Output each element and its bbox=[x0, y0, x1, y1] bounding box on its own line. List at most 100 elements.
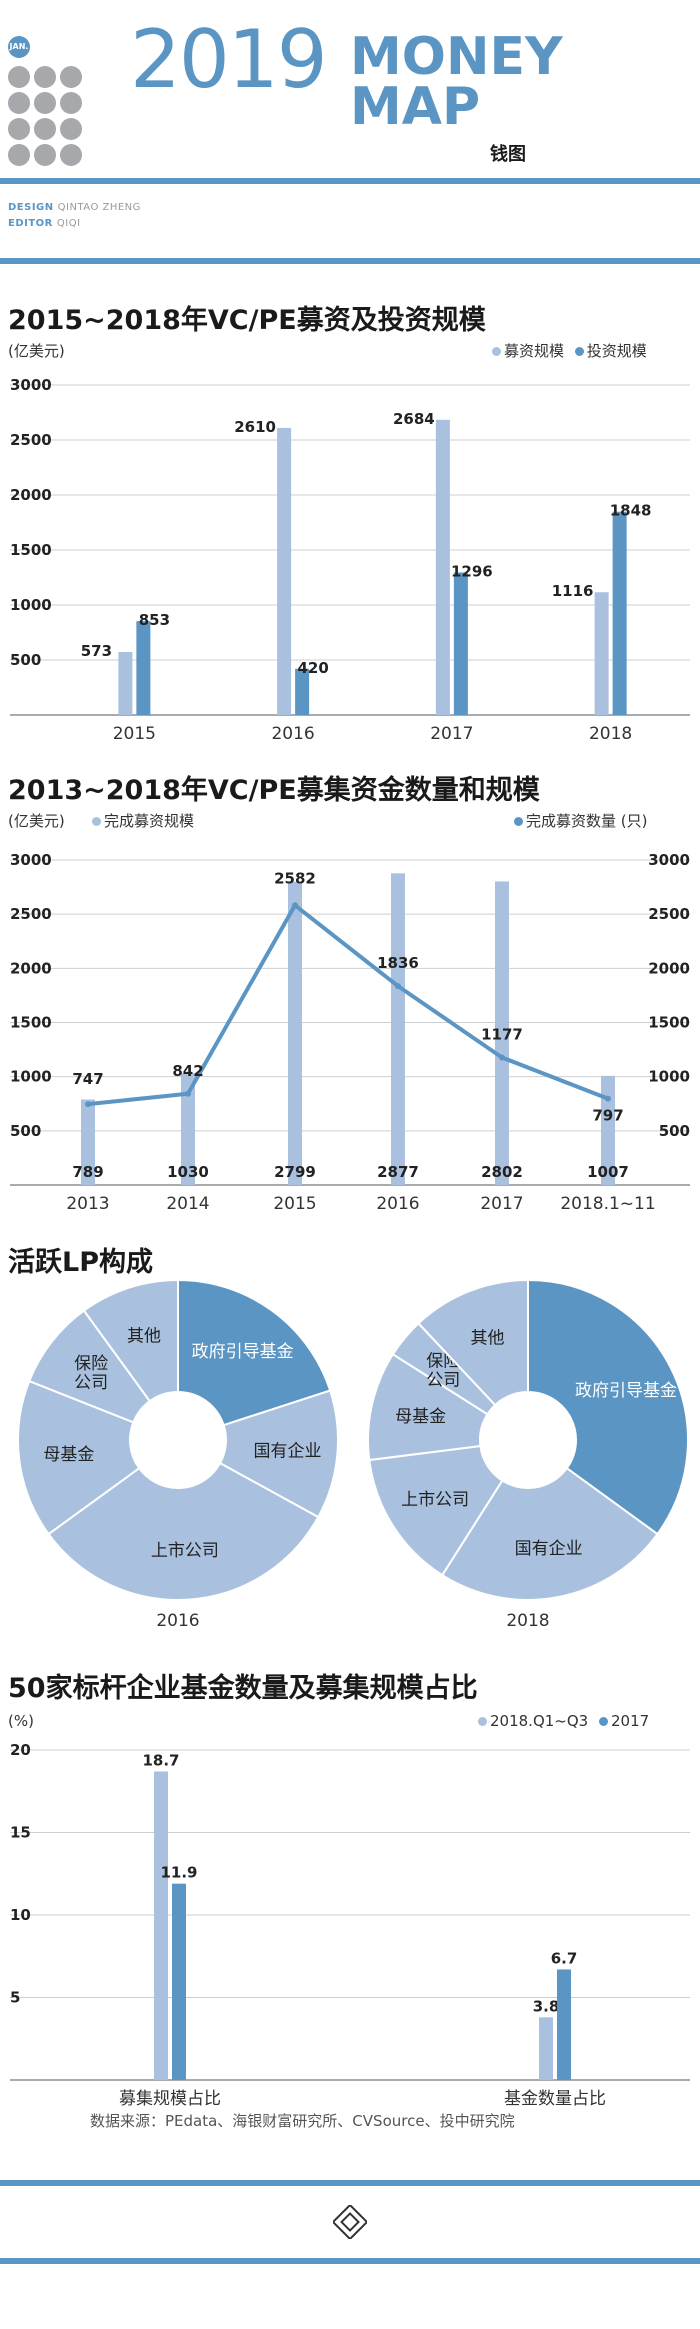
line-value-label: 2582 bbox=[274, 869, 316, 887]
donut-slice bbox=[218, 1389, 339, 1519]
line-point bbox=[605, 1095, 611, 1102]
donut-slice bbox=[47, 1461, 320, 1601]
design-label: DESIGN bbox=[8, 202, 54, 213]
bar-investment bbox=[295, 668, 310, 715]
y2-tick-label: 3000 bbox=[648, 851, 690, 869]
legend-label-2017: 2017 bbox=[611, 1712, 650, 1730]
chart2-unit: (亿美元) bbox=[8, 812, 65, 830]
chart4-title: 50家标杆企业基金数量及募集规模占比 bbox=[8, 1673, 478, 1704]
donut-year-label: 2016 bbox=[156, 1611, 199, 1631]
line-value-label: 1836 bbox=[377, 954, 419, 972]
line-value-label: 1177 bbox=[481, 1025, 523, 1043]
slice-label: 上市公司 bbox=[151, 1541, 219, 1561]
data-label: 1296 bbox=[451, 562, 493, 580]
y-tick-label: 500 bbox=[10, 651, 41, 669]
bar-value-label: 2799 bbox=[274, 1163, 316, 1181]
legend-swatch-dark bbox=[574, 347, 584, 356]
legend-swatch-light bbox=[478, 1717, 487, 1726]
x-tick-label: 2016 bbox=[376, 1194, 419, 1214]
masthead-subtitle: 钱图 bbox=[490, 144, 526, 165]
y-tick-label: 2000 bbox=[10, 486, 52, 504]
bar-2017 bbox=[557, 1969, 571, 2080]
chart1-title: 2015~2018年VC/PE募资及投资规模 bbox=[8, 305, 486, 336]
y-tick-label: 1000 bbox=[10, 596, 52, 614]
y-tick-label: 3000 bbox=[10, 851, 52, 869]
dot-grid-logo bbox=[8, 66, 82, 166]
design-credit: DESIGN QINTAO ZHENG bbox=[8, 202, 141, 213]
legend-swatch-light bbox=[92, 817, 101, 826]
editor-label: EDITOR bbox=[8, 218, 53, 229]
x-tick-label: 2018 bbox=[589, 724, 632, 744]
slice-label: 国有企业 bbox=[515, 1539, 583, 1559]
y2-tick-label: 500 bbox=[659, 1122, 690, 1140]
legend-label-raised-scale: 完成募资规模 bbox=[104, 812, 195, 830]
legend-swatch-light bbox=[492, 347, 501, 356]
donut-slice bbox=[17, 1379, 141, 1536]
bar-fundraising bbox=[435, 419, 450, 715]
data-label: 6.7 bbox=[551, 1949, 578, 1967]
x-tick-label: 基金数量占比 bbox=[504, 2089, 606, 2109]
line-point bbox=[185, 1090, 191, 1097]
x-tick-label: 2015 bbox=[113, 724, 156, 744]
chart4-unit: (%) bbox=[8, 1712, 34, 1730]
y-tick-label: 500 bbox=[10, 1122, 41, 1140]
footer-divider-top bbox=[0, 2180, 700, 2186]
legend-item-fundraising: 募资规模 bbox=[492, 342, 564, 360]
y-tick-label: 1000 bbox=[10, 1068, 52, 1086]
legend-item-2018: 2018.Q1~Q3 bbox=[478, 1712, 588, 1730]
data-label: 1848 bbox=[610, 502, 652, 520]
y-tick-label: 2000 bbox=[10, 959, 52, 977]
bar-2018 bbox=[539, 2017, 553, 2080]
bar-value-label: 1007 bbox=[587, 1163, 629, 1181]
y-tick-label: 2500 bbox=[10, 905, 52, 923]
slice-label: 其他 bbox=[127, 1326, 161, 1346]
y-tick-label: 1500 bbox=[10, 1014, 52, 1032]
y-tick-label: 1500 bbox=[10, 541, 52, 559]
legend-label-2018: 2018.Q1~Q3 bbox=[490, 1712, 589, 1730]
x-tick-label: 2015 bbox=[273, 1194, 316, 1214]
legend-swatch-dark bbox=[514, 817, 523, 826]
data-label: 1116 bbox=[552, 582, 594, 600]
chart2-combo-chart: 500 500 1000 1000 1500 1500 2000 2000 2500 2500 30… bbox=[10, 851, 690, 1214]
chart2-legend-left: 完成募资规模 bbox=[92, 810, 194, 831]
slice-label: 保险 bbox=[74, 1354, 108, 1374]
chart2-legend-right: 完成募资数量 (只) bbox=[514, 810, 647, 831]
data-label: 11.9 bbox=[160, 1864, 197, 1882]
chart1-bar-chart: 500 1000 1500 2000 2500 3000 573 853 2015 2610 420… bbox=[10, 376, 690, 744]
y2-tick-label: 2500 bbox=[648, 905, 690, 923]
line-value-label: 747 bbox=[72, 1070, 103, 1088]
x-tick-label: 2016 bbox=[271, 724, 314, 744]
legend-item-2017: 2017 bbox=[599, 1712, 649, 1730]
line-point bbox=[395, 983, 401, 990]
data-label: 2684 bbox=[393, 410, 435, 428]
y-tick-label: 3000 bbox=[10, 376, 52, 394]
legend-label-investment: 投资规模 bbox=[586, 342, 647, 360]
bar-raised-scale bbox=[391, 873, 405, 1185]
line-value-label: 797 bbox=[592, 1107, 623, 1125]
masthead-line-1: MONEY bbox=[350, 27, 563, 87]
y-tick-label: 20 bbox=[10, 1741, 31, 1759]
bar-2017 bbox=[172, 1883, 186, 2080]
bar-value-label: 1030 bbox=[167, 1163, 209, 1181]
bar-raised-scale bbox=[181, 1073, 195, 1185]
data-label: 420 bbox=[297, 659, 328, 677]
bar-raised-scale bbox=[81, 1099, 95, 1185]
x-tick-label: 2018.1~11 bbox=[560, 1194, 655, 1214]
masthead-title: MONEY MAP bbox=[350, 27, 563, 133]
donut-slice bbox=[440, 1466, 659, 1601]
chart1-unit: (亿美元) bbox=[8, 342, 65, 360]
slice-label: 母基金 bbox=[43, 1445, 94, 1465]
legend-label-raised-count: 完成募资数量 (只) bbox=[526, 812, 648, 830]
bar-fundraising bbox=[118, 651, 133, 715]
donut-slice bbox=[417, 1280, 529, 1407]
slice-label: 母基金 bbox=[395, 1407, 446, 1427]
data-source: 数据来源：PEdata、海银财富研究所、CVSource、投中研究院 bbox=[90, 2112, 515, 2130]
legend-item-investment: 投资规模 bbox=[574, 342, 647, 360]
slice-label: 上市公司 bbox=[401, 1490, 469, 1510]
chart2-title: 2013~2018年VC/PE募集资金数量和规模 bbox=[8, 775, 540, 806]
bar-value-label: 2802 bbox=[481, 1163, 523, 1181]
y2-tick-label: 1500 bbox=[648, 1014, 690, 1032]
editor-name: QIQI bbox=[56, 218, 81, 229]
slice-label: 政府引导基金 bbox=[575, 1381, 677, 1401]
line-value-label: 842 bbox=[172, 1062, 203, 1080]
